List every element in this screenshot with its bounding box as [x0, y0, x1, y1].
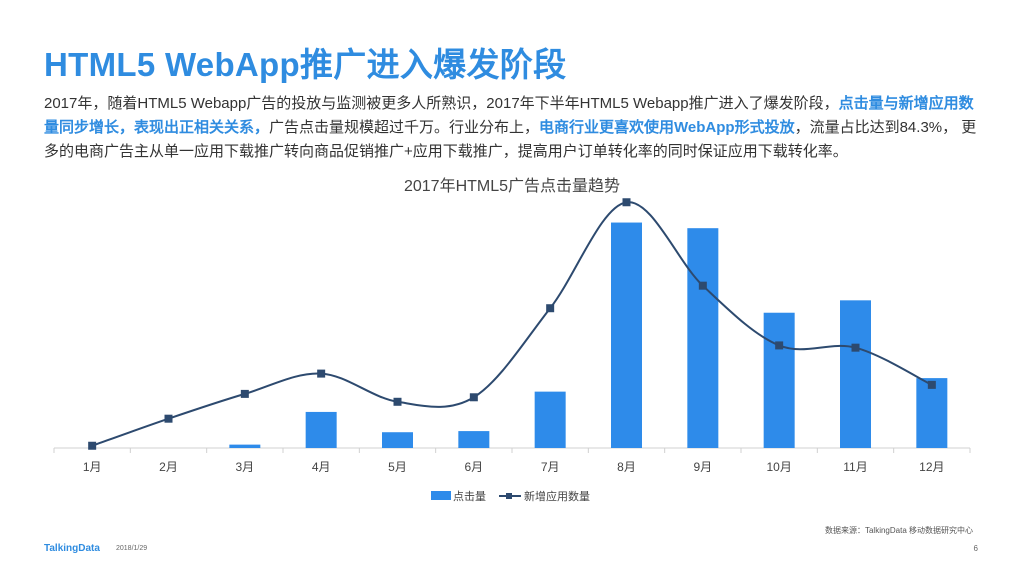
x-tick-label: 9月 — [693, 460, 712, 474]
brand-logo: TalkingData — [44, 543, 100, 554]
legend-bar-swatch — [431, 491, 451, 500]
intro-highlight-2: 电商行业更喜欢使用WebApp形式投放 — [539, 119, 795, 136]
line-point-marker — [775, 341, 784, 350]
legend-bar-label: 点击量 — [453, 490, 486, 503]
x-tick-label: 10月 — [766, 460, 791, 474]
x-tick-label: 2月 — [159, 460, 178, 474]
bar-click-volume — [611, 222, 642, 448]
line-point-marker — [393, 397, 402, 406]
intro-paragraph: 2017年，随着HTML5 Webapp广告的投放与监测被更多人所熟识，2017… — [44, 92, 979, 164]
bar-click-volume — [229, 444, 261, 448]
line-point-marker — [88, 441, 97, 450]
x-tick-label: 4月 — [312, 460, 331, 474]
line-point-marker — [164, 414, 173, 423]
line-point-marker — [927, 380, 936, 389]
x-tick-label: 5月 — [388, 460, 407, 474]
page-title: HTML5 WebApp推广进入爆发阶段 — [44, 46, 567, 83]
line-point-marker — [546, 304, 555, 313]
bar-click-volume — [840, 300, 871, 448]
bar-click-volume — [916, 378, 948, 448]
x-tick-label: 12月 — [919, 460, 944, 474]
line-point-marker — [622, 198, 631, 207]
bar-click-volume — [305, 411, 337, 448]
intro-text-2: 广告点击量规模超过千万。行业分布上， — [269, 119, 540, 136]
line-point-marker — [851, 343, 860, 352]
slide-date: 2018/1/29 — [116, 545, 148, 552]
chart-title: 2017年HTML5广告点击量趋势 — [403, 178, 621, 195]
data-source-note: 数据来源：TalkingData 移动数据研究中心 — [824, 526, 973, 535]
line-new-apps — [91, 201, 933, 447]
line-point-marker — [698, 281, 707, 290]
legend-line-marker — [506, 493, 512, 499]
line-point-marker — [240, 389, 249, 398]
x-tick-label: 3月 — [235, 460, 254, 474]
x-tick-label: 1月 — [83, 460, 102, 474]
x-tick-label: 11月 — [843, 460, 867, 474]
x-tick-label: 6月 — [464, 460, 483, 474]
line-point-marker — [469, 393, 478, 402]
x-tick-label: 7月 — [541, 460, 560, 474]
intro-highlight-1: 点击量与新增应用数量同步增长，表现出正相关关系， — [44, 95, 974, 136]
bar-click-volume — [534, 391, 566, 448]
bar-click-volume — [458, 431, 490, 448]
line-point-marker — [317, 369, 326, 378]
intro-text-1: 2017年，随着HTML5 Webapp广告的投放与监测被更多人所熟识，2017… — [44, 95, 839, 112]
bar-click-volume — [687, 228, 719, 448]
intro-text-3: ，流量占比达到84.3%， 更多的电商广告主从单一应用下载推广转向商品促销推广+… — [44, 119, 977, 160]
page-number: 6 — [973, 544, 978, 553]
x-tick-label: 8月 — [617, 460, 636, 474]
bar-click-volume — [763, 312, 795, 448]
bar-click-volume — [382, 432, 413, 448]
legend-line-label: 新增应用数量 — [524, 489, 590, 503]
